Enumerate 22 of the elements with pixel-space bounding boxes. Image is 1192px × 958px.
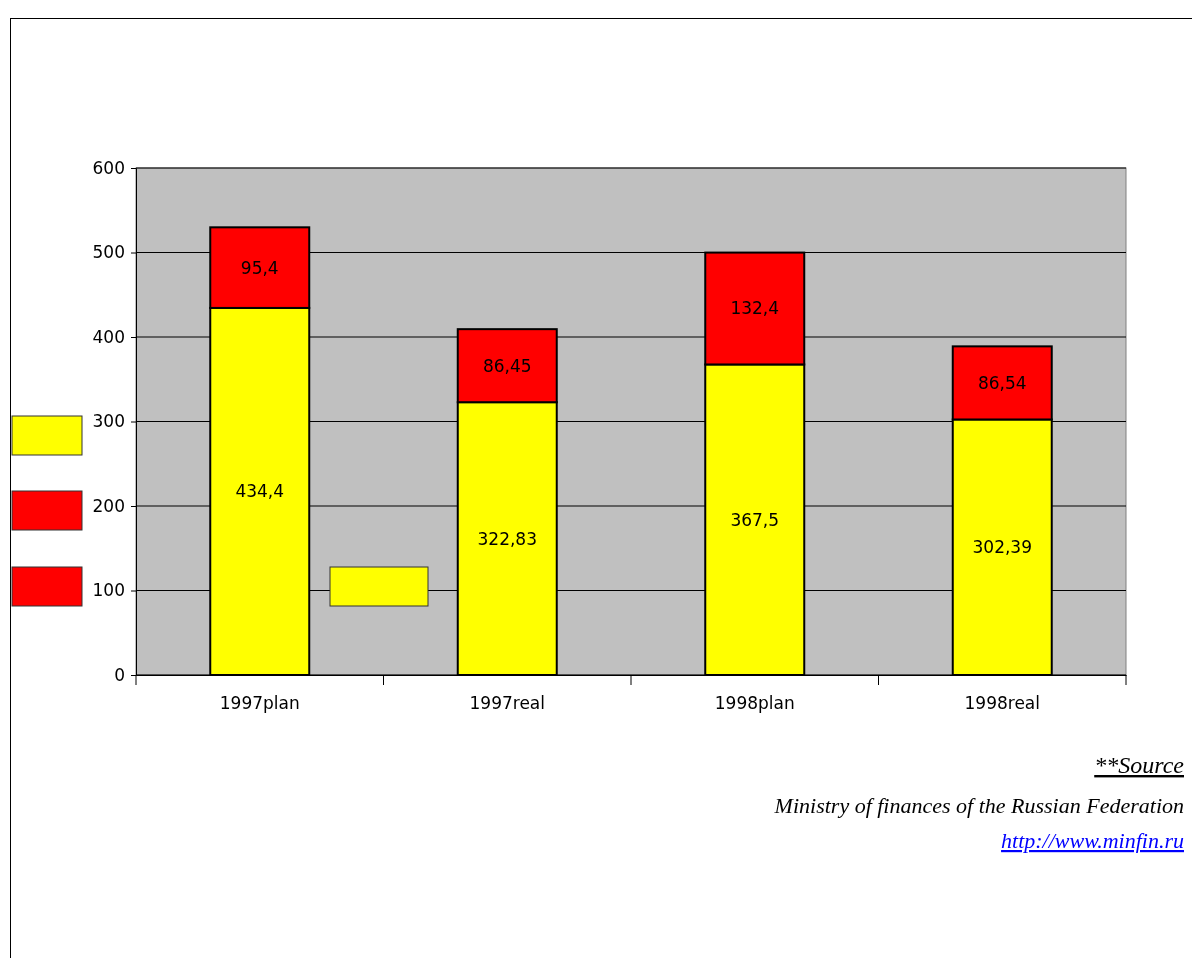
- x-tick-label: 1998real: [964, 693, 1040, 714]
- data-label: 86,54: [977, 372, 1027, 393]
- y-tick-label: 0: [114, 664, 125, 685]
- x-tick-label: 1997real: [469, 693, 545, 714]
- y-tick-label: 400: [92, 326, 125, 347]
- data-label: 132,4: [730, 298, 780, 319]
- text: Ministry of finances of the Russian Federation: [773, 793, 1184, 818]
- data-label: 86,45: [482, 355, 532, 376]
- y-tick-label: 300: [92, 411, 125, 432]
- y-tick-label: 200: [92, 495, 125, 516]
- text: http://www.minfin.ru: [1001, 828, 1184, 853]
- data-label: 302,39: [972, 537, 1032, 558]
- data-label: 95,4: [240, 257, 279, 278]
- x-tick-label: 1998plan: [714, 693, 795, 714]
- text: **Source: [1094, 752, 1185, 778]
- data-label: 367,5: [730, 509, 780, 530]
- y-tick-label: 100: [92, 580, 125, 601]
- data-label: 322,83: [477, 528, 537, 549]
- y-tick-label: 600: [92, 157, 125, 178]
- x-tick-label: 1997plan: [219, 693, 300, 714]
- data-label: 434,4: [235, 481, 285, 502]
- y-tick-label: 500: [92, 242, 125, 263]
